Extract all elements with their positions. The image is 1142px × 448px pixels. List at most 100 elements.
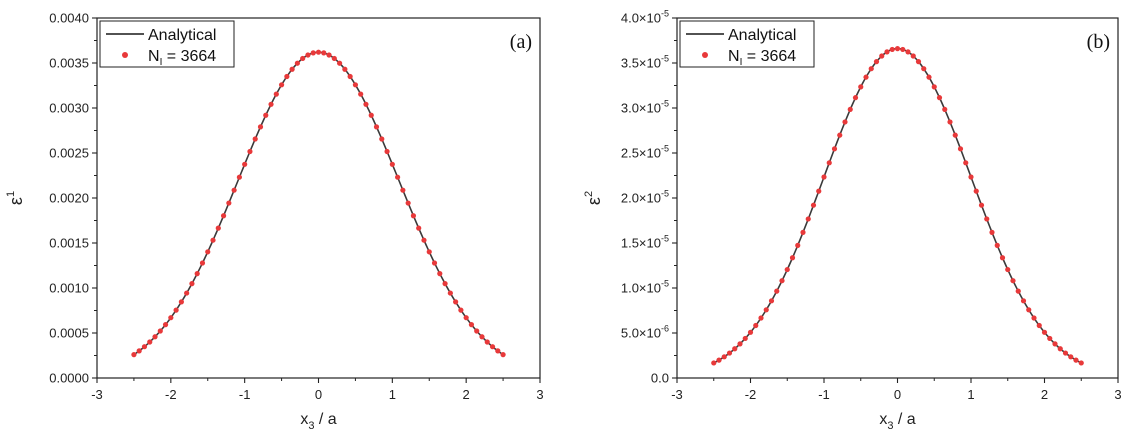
data-point [431, 260, 438, 266]
x-tick-label: 1 [967, 387, 974, 402]
y-tick-label: 2.0×10-5 [621, 189, 669, 206]
x-tick-label: -1 [818, 387, 830, 402]
data-point [268, 101, 274, 107]
data-point [753, 322, 759, 329]
data-point [315, 49, 322, 55]
data-point [747, 329, 754, 335]
data-point [168, 315, 174, 321]
y-tick-label: 0.0010 [49, 281, 89, 296]
data-point [479, 334, 485, 340]
data-point [442, 281, 448, 287]
data-point [737, 341, 743, 347]
x-tick-label: 0 [894, 387, 901, 402]
y-tick-label: 0.0040 [49, 11, 89, 26]
data-point [500, 352, 506, 358]
y-tick-exponent: -6 [661, 324, 669, 334]
data-point [242, 161, 248, 167]
x-tick-label: -3 [91, 387, 103, 402]
data-point [400, 187, 406, 193]
data-point [926, 74, 932, 80]
data-point [205, 249, 211, 255]
y-tick-label: 1.0×10-5 [621, 279, 669, 296]
data-point [1005, 266, 1011, 273]
data-point [1078, 360, 1084, 366]
data-point [178, 299, 184, 305]
data-point [495, 348, 501, 354]
legend-label-points: NI = 3664 [728, 48, 796, 68]
y-tick-exponent: -5 [661, 234, 669, 244]
data-point [1020, 298, 1027, 304]
data-point [284, 73, 290, 80]
legend-points-sub: I [160, 57, 163, 68]
legend-points-sub: I [740, 57, 743, 68]
data-point [789, 255, 796, 261]
x-axis-title-sub: 3 [308, 420, 314, 432]
data-point [379, 136, 385, 142]
data-point [300, 55, 306, 62]
y-tick-mantissa: 2.5×10 [621, 146, 661, 161]
y-axis-title: ε2 [583, 191, 604, 205]
data-point [294, 60, 300, 66]
data-point [905, 49, 911, 55]
data-point [384, 148, 390, 155]
y-tick-label: 5.0×10-6 [621, 324, 669, 341]
data-point [1047, 335, 1053, 342]
data-point [447, 290, 453, 296]
x-tick-label: -2 [745, 387, 757, 402]
data-point [984, 216, 990, 222]
data-point [416, 225, 422, 231]
data-point [152, 334, 158, 340]
x-tick-label: 0 [315, 387, 322, 402]
data-point [468, 322, 475, 328]
data-point [389, 161, 395, 167]
data-point [711, 360, 717, 366]
legend-points-rest: = 3664 [162, 48, 216, 65]
y-tick-mantissa: 1.0×10 [621, 281, 661, 296]
data-point [474, 328, 480, 334]
y-tick-label: 3.0×10-5 [621, 99, 669, 116]
data-point [1041, 329, 1048, 335]
data-point [936, 95, 943, 101]
y-tick-mantissa: 3.5×10 [621, 56, 661, 71]
data-point [358, 91, 364, 97]
data-point [779, 278, 785, 284]
data-point [363, 101, 369, 107]
data-point [915, 59, 922, 65]
legend-label-analytical: Analytical [148, 27, 216, 44]
legend: Analytical NI = 3664 [679, 20, 815, 68]
data-point [331, 55, 337, 62]
data-point [278, 82, 285, 88]
data-point [215, 225, 221, 231]
data-point [989, 229, 995, 235]
data-point [947, 119, 953, 125]
data-point [1015, 288, 1021, 294]
data-point [716, 357, 722, 363]
data-point [421, 237, 427, 243]
data-point [310, 50, 316, 56]
data-point [162, 322, 169, 328]
data-point [210, 237, 216, 243]
data-point [263, 112, 269, 118]
data-point [352, 82, 359, 88]
legend-points-main: N [148, 48, 160, 65]
data-point [868, 66, 874, 72]
data-point [395, 174, 401, 180]
x-axis-title-main: x [300, 411, 308, 428]
x-tick-label: 2 [1041, 387, 1048, 402]
y-tick-exponent: -5 [661, 144, 669, 154]
y-tick-mantissa: 0.0 [651, 371, 669, 386]
data-point [1036, 322, 1042, 329]
data-point [742, 335, 748, 342]
data-point [220, 213, 227, 219]
y-axis-title: ε1 [5, 191, 26, 205]
legend: Analytical NI = 3664 [99, 20, 235, 68]
y-axis-title-main: ε [584, 197, 604, 205]
data-point [921, 66, 927, 72]
data-point [173, 307, 179, 313]
y-tick-label: 0.0 [651, 371, 669, 386]
legend-label-points: NI = 3664 [148, 48, 216, 68]
data-point [873, 59, 880, 65]
y-axis-title-sup: 1 [5, 191, 17, 197]
analytical-line [133, 51, 504, 356]
